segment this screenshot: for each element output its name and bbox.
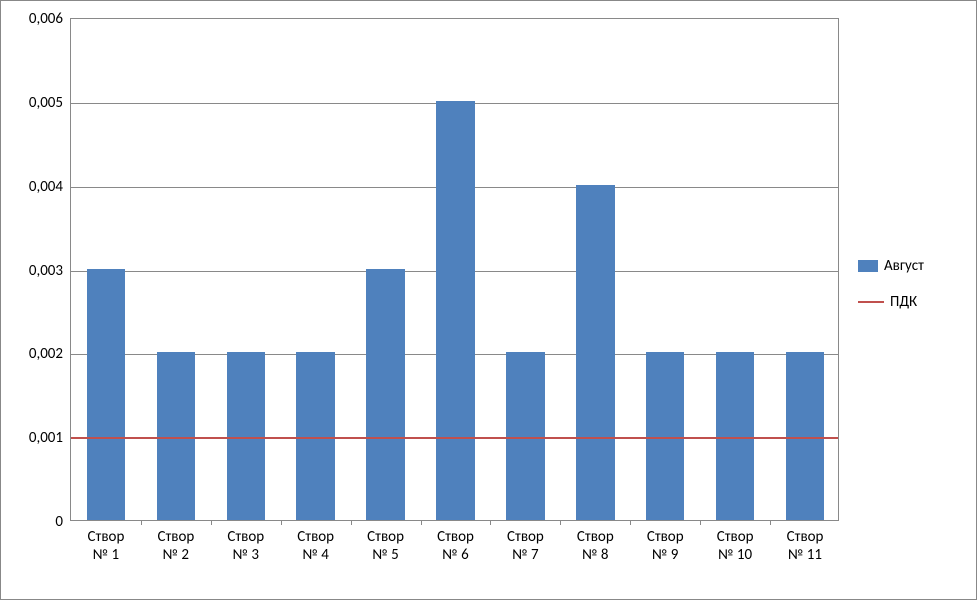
xtick-mark xyxy=(490,520,491,525)
ytick-label: 0 xyxy=(55,513,63,531)
legend-label-line: ПДК xyxy=(890,293,917,311)
ytick-label: 0,003 xyxy=(29,262,63,280)
ytick-label: 0,005 xyxy=(29,94,63,112)
xtick-mark xyxy=(770,520,771,525)
xtick-label: Створ № 10 xyxy=(717,528,754,564)
plot-area: 00,0010,0020,0030,0040,0050,006Створ № 1… xyxy=(70,18,839,521)
bar xyxy=(576,185,614,520)
legend-swatch-bar xyxy=(858,260,878,272)
xtick-mark xyxy=(630,520,631,525)
bar xyxy=(366,269,404,521)
legend-swatch-line xyxy=(858,301,884,304)
xtick-label: Створ № 9 xyxy=(647,528,684,564)
legend: Август ПДК xyxy=(858,257,924,311)
xtick-label: Створ № 7 xyxy=(507,528,544,564)
bar xyxy=(87,269,125,521)
legend-item-line: ПДК xyxy=(858,293,924,311)
xtick-mark xyxy=(281,520,282,525)
xtick-mark xyxy=(211,520,212,525)
xtick-mark xyxy=(700,520,701,525)
xtick-label: Створ № 5 xyxy=(367,528,404,564)
xtick-label: Створ № 8 xyxy=(577,528,614,564)
xtick-label: Створ № 4 xyxy=(297,528,334,564)
xtick-label: Створ № 6 xyxy=(437,528,474,564)
xtick-mark xyxy=(421,520,422,525)
xtick-label: Створ № 11 xyxy=(787,528,824,564)
xtick-label: Створ № 3 xyxy=(227,528,264,564)
chart-container: 0 0,001 0,002 0,003 0,004 0,005 0,006 Створ № 1… xyxy=(0,0,977,600)
legend-item-bar: Август xyxy=(858,257,924,275)
bar xyxy=(436,101,474,520)
ytick-label: 0,006 xyxy=(29,10,63,28)
xtick-mark xyxy=(560,520,561,525)
xtick-label: Створ № 2 xyxy=(157,528,194,564)
xtick-label: Створ № 1 xyxy=(88,528,125,564)
pdk-line xyxy=(71,437,838,440)
ytick-label: 0,002 xyxy=(29,345,63,363)
xtick-mark xyxy=(351,520,352,525)
ytick-label: 0,001 xyxy=(29,429,63,447)
ytick-label: 0,004 xyxy=(29,178,63,196)
xtick-mark xyxy=(141,520,142,525)
legend-label-bar: Август xyxy=(884,257,924,275)
